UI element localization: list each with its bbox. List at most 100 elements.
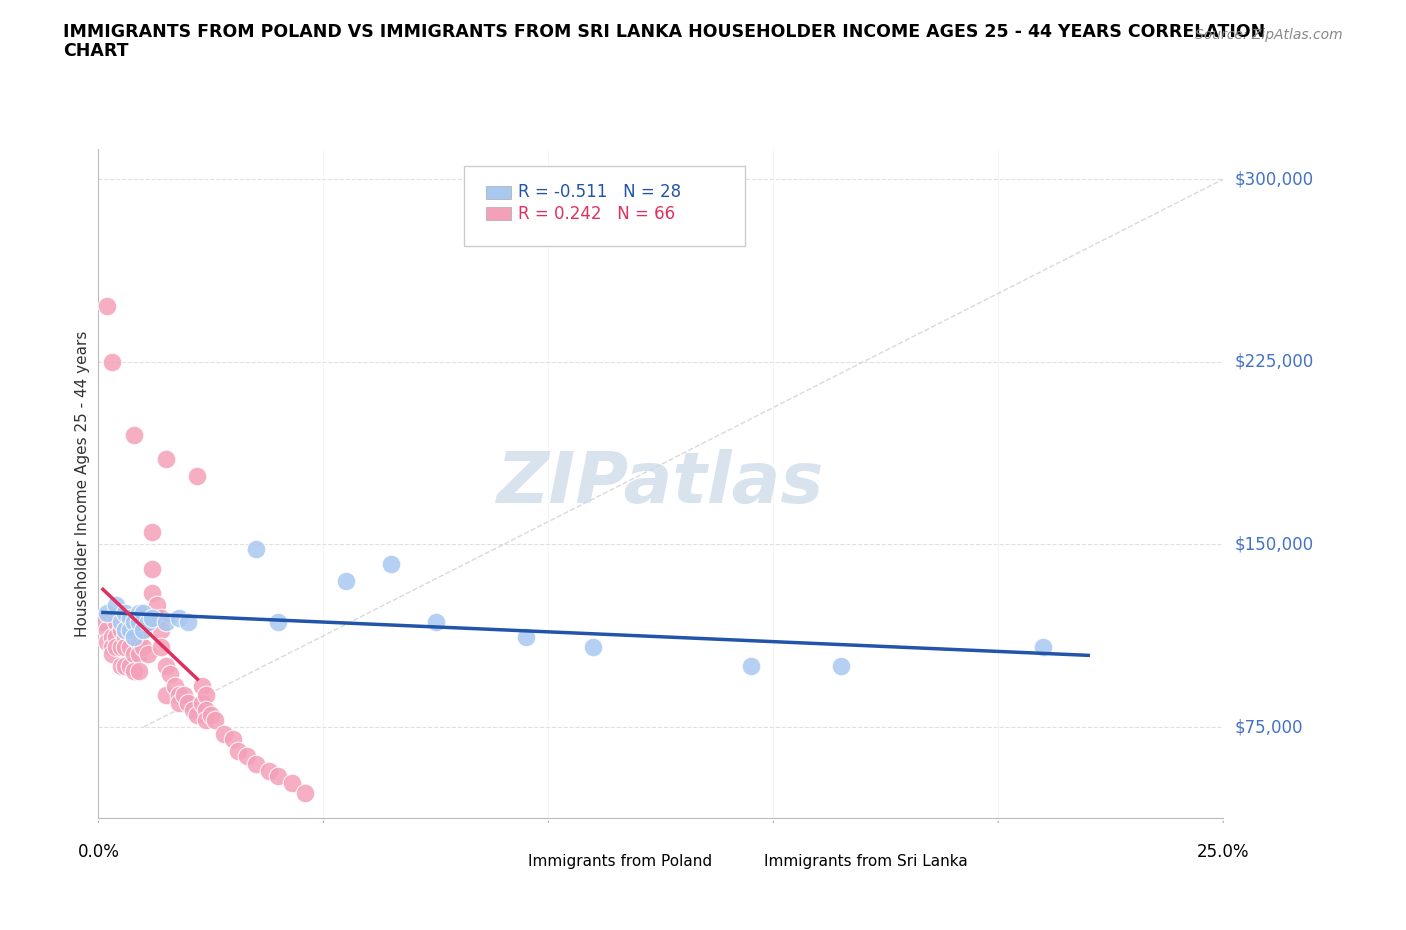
Point	[515, 630, 537, 644]
Point	[259, 764, 281, 778]
Point	[110, 639, 132, 654]
Point	[110, 615, 132, 630]
Point	[214, 727, 236, 742]
Point	[155, 658, 177, 673]
Point	[177, 696, 200, 711]
Point	[124, 615, 146, 630]
Point	[118, 622, 141, 637]
Point	[128, 605, 150, 620]
Point	[136, 615, 159, 630]
Bar	[486, 207, 512, 220]
Point	[150, 622, 173, 637]
Point	[181, 702, 204, 717]
Point	[132, 622, 155, 637]
Point	[132, 622, 155, 637]
Point	[114, 658, 136, 673]
Point	[105, 615, 128, 630]
Point	[114, 639, 136, 654]
Point	[118, 610, 141, 625]
Text: IMMIGRANTS FROM POLAND VS IMMIGRANTS FROM SRI LANKA HOUSEHOLDER INCOME AGES 25 -: IMMIGRANTS FROM POLAND VS IMMIGRANTS FRO…	[63, 23, 1265, 41]
Point	[128, 646, 150, 661]
Text: 0.0%: 0.0%	[77, 844, 120, 861]
Point	[132, 610, 155, 625]
Y-axis label: Householder Income Ages 25 - 44 years: Householder Income Ages 25 - 44 years	[75, 330, 90, 637]
Point	[132, 639, 155, 654]
Point	[128, 615, 150, 630]
Text: $225,000: $225,000	[1234, 352, 1313, 371]
Point	[380, 556, 402, 571]
Point	[101, 354, 124, 369]
Point	[195, 712, 218, 727]
Point	[186, 469, 208, 484]
Point	[118, 622, 141, 637]
Point	[195, 688, 218, 703]
Point	[236, 749, 259, 764]
Text: $75,000: $75,000	[1234, 718, 1303, 736]
Point	[740, 658, 762, 673]
Point	[281, 776, 304, 790]
Text: ZIPatlas: ZIPatlas	[498, 449, 824, 518]
Point	[96, 299, 118, 313]
Point	[245, 542, 267, 557]
Point	[1032, 639, 1054, 654]
Point	[132, 605, 155, 620]
Point	[186, 708, 208, 723]
Point	[173, 688, 195, 703]
Point	[582, 639, 605, 654]
Text: Immigrants from Poland: Immigrants from Poland	[529, 854, 713, 869]
Point	[118, 610, 141, 625]
Point	[124, 428, 146, 443]
Point	[114, 615, 136, 630]
Point	[141, 586, 163, 601]
Point	[105, 598, 128, 613]
Point	[155, 452, 177, 467]
Point	[118, 658, 141, 673]
Point	[155, 615, 177, 630]
Point	[146, 598, 169, 613]
Point	[105, 639, 128, 654]
Point	[124, 630, 146, 644]
Text: R = 0.242   N = 66: R = 0.242 N = 66	[517, 205, 675, 223]
Point	[114, 605, 136, 620]
Point	[136, 646, 159, 661]
Point	[204, 712, 226, 727]
Text: 25.0%: 25.0%	[1197, 844, 1250, 861]
Point	[110, 622, 132, 637]
Point	[159, 666, 181, 681]
Point	[141, 562, 163, 577]
Point	[110, 658, 132, 673]
Point	[245, 756, 267, 771]
Point	[267, 768, 290, 783]
Text: Source: ZipAtlas.com: Source: ZipAtlas.com	[1195, 28, 1343, 42]
Text: $300,000: $300,000	[1234, 170, 1313, 188]
Text: Immigrants from Sri Lanka: Immigrants from Sri Lanka	[765, 854, 969, 869]
Text: CHART: CHART	[63, 42, 129, 60]
Point	[150, 639, 173, 654]
Point	[150, 610, 173, 625]
Point	[267, 615, 290, 630]
Point	[195, 702, 218, 717]
Point	[101, 630, 124, 644]
Point	[128, 622, 150, 637]
Text: $150,000: $150,000	[1234, 536, 1313, 553]
Point	[124, 630, 146, 644]
Point	[830, 658, 852, 673]
Point	[425, 615, 447, 630]
Point	[226, 744, 249, 759]
Point	[114, 622, 136, 637]
Bar	[486, 186, 512, 199]
Point	[191, 678, 214, 693]
Point	[141, 610, 163, 625]
Point	[335, 574, 357, 589]
Bar	[498, 856, 520, 867]
Point	[96, 622, 118, 637]
Point	[191, 696, 214, 711]
Point	[169, 610, 191, 625]
Point	[110, 610, 132, 625]
Point	[155, 688, 177, 703]
Point	[96, 605, 118, 620]
Point	[101, 639, 124, 654]
Point	[128, 664, 150, 679]
Point	[124, 664, 146, 679]
Point	[200, 708, 222, 723]
